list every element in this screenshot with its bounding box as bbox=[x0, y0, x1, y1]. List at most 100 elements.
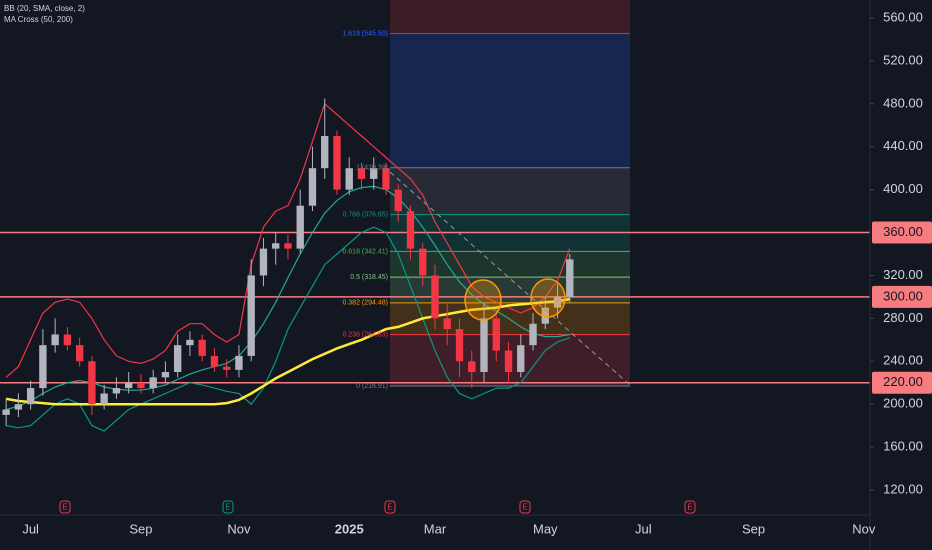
candle-body bbox=[406, 211, 415, 249]
candle-body bbox=[272, 243, 280, 249]
candle-body bbox=[468, 361, 476, 372]
fib-label: 0.382 (294.48) bbox=[342, 300, 388, 307]
fib-label: 0.236 (264.83) bbox=[342, 331, 388, 338]
level-label: 220.00 bbox=[883, 374, 923, 389]
candle-body bbox=[284, 243, 292, 249]
candle-body bbox=[112, 388, 121, 394]
y-tick-label: 480.00 bbox=[883, 95, 923, 110]
candle-body bbox=[235, 355, 243, 370]
indicator-line bbox=[5, 102, 571, 378]
highlight-circle bbox=[464, 279, 502, 321]
candle-body bbox=[124, 382, 133, 389]
fib-zone bbox=[390, 33, 630, 168]
candle-body bbox=[2, 409, 10, 415]
candle-body bbox=[370, 168, 378, 179]
y-tick-label: 200.00 bbox=[883, 396, 923, 411]
candle-body bbox=[517, 345, 525, 372]
candle-body bbox=[210, 355, 219, 367]
y-tick-label: 240.00 bbox=[883, 353, 923, 368]
x-tick-label: Jul bbox=[22, 521, 39, 536]
earnings-label: E bbox=[225, 503, 230, 512]
y-tick-label: 280.00 bbox=[883, 310, 923, 325]
earnings-label: E bbox=[522, 503, 527, 512]
earnings-label: E bbox=[62, 503, 67, 512]
fib-label: 1.618 (545.50) bbox=[342, 30, 388, 37]
y-tick-label: 400.00 bbox=[883, 181, 923, 196]
level-label-box bbox=[872, 221, 932, 244]
y-tick-label: 120.00 bbox=[883, 481, 923, 496]
candle-body bbox=[321, 136, 329, 169]
legend-entry: MA Cross (50, 200) bbox=[4, 15, 73, 24]
candle-body bbox=[308, 168, 317, 206]
earnings-marker bbox=[222, 500, 234, 514]
candle-body bbox=[345, 168, 353, 190]
fib-label: 0.5 (318.45) bbox=[350, 274, 388, 281]
x-tick-label: May bbox=[533, 521, 558, 536]
x-tick-label: Sep bbox=[742, 521, 765, 536]
candle-body bbox=[51, 334, 59, 346]
fib-zone bbox=[390, 0, 630, 34]
candle-body bbox=[161, 372, 170, 378]
candle-body bbox=[247, 275, 255, 356]
indicator-line bbox=[5, 185, 570, 411]
earnings-label: E bbox=[687, 503, 692, 512]
candle-body bbox=[63, 334, 72, 346]
earnings-label: E bbox=[387, 503, 392, 512]
earnings-marker bbox=[684, 500, 696, 514]
x-tick-label: Sep bbox=[129, 521, 152, 536]
candle-body bbox=[75, 345, 84, 362]
earnings-marker bbox=[519, 500, 531, 514]
candle-body bbox=[382, 168, 390, 190]
level-label-box bbox=[872, 285, 932, 308]
candle-body bbox=[504, 350, 513, 372]
level-label-box bbox=[872, 371, 932, 394]
candle-body bbox=[100, 393, 108, 405]
x-tick-label: Mar bbox=[424, 521, 447, 536]
candle-body bbox=[480, 318, 488, 372]
candle-body bbox=[455, 329, 464, 362]
candle-body bbox=[357, 168, 366, 179]
indicator-line bbox=[5, 226, 570, 432]
candle-body bbox=[186, 339, 194, 346]
x-tick-label: Nov bbox=[852, 521, 876, 536]
candle-body bbox=[443, 318, 451, 330]
indicator-line bbox=[5, 297, 571, 406]
y-tick-label: 520.00 bbox=[883, 52, 923, 67]
candle-body bbox=[296, 205, 304, 249]
y-tick-label: 560.00 bbox=[883, 9, 923, 24]
candle-body bbox=[431, 275, 439, 319]
candle-body bbox=[14, 404, 23, 410]
candle-body bbox=[566, 259, 574, 297]
earnings-marker bbox=[384, 500, 396, 514]
axis-panel bbox=[870, 0, 932, 550]
highlight-circle bbox=[530, 278, 566, 318]
fib-label: 0.618 (342.41) bbox=[342, 248, 388, 255]
fib-zone bbox=[390, 167, 630, 215]
candle-body bbox=[419, 248, 427, 276]
candle-body bbox=[553, 296, 562, 308]
earnings-marker bbox=[59, 500, 71, 514]
candle-body bbox=[26, 388, 35, 405]
y-tick-label: 160.00 bbox=[883, 439, 923, 454]
fib-zone bbox=[390, 251, 630, 278]
candle-body bbox=[174, 345, 182, 372]
level-label: 300.00 bbox=[883, 288, 923, 303]
y-tick-label: 440.00 bbox=[883, 138, 923, 153]
legend-entry: BB (20, SMA, close, 2) bbox=[4, 4, 85, 13]
fib-label: 0.786 (376.65) bbox=[342, 212, 388, 219]
fib-label: 0 (216.91) bbox=[356, 383, 388, 390]
candle-body bbox=[529, 323, 537, 346]
candle-body bbox=[39, 345, 47, 389]
candle-body bbox=[149, 377, 157, 389]
x-tick-label: Jul bbox=[635, 521, 652, 536]
x-tick-label: Nov bbox=[227, 521, 251, 536]
fib-label: 1 (420.39) bbox=[356, 165, 388, 172]
candle-body bbox=[541, 307, 549, 324]
candle-body bbox=[333, 136, 341, 190]
candle-body bbox=[198, 339, 206, 356]
candle-body bbox=[88, 361, 96, 405]
candle-body bbox=[394, 189, 402, 212]
y-tick-label: 320.00 bbox=[883, 267, 923, 282]
fib-zone bbox=[390, 277, 630, 303]
